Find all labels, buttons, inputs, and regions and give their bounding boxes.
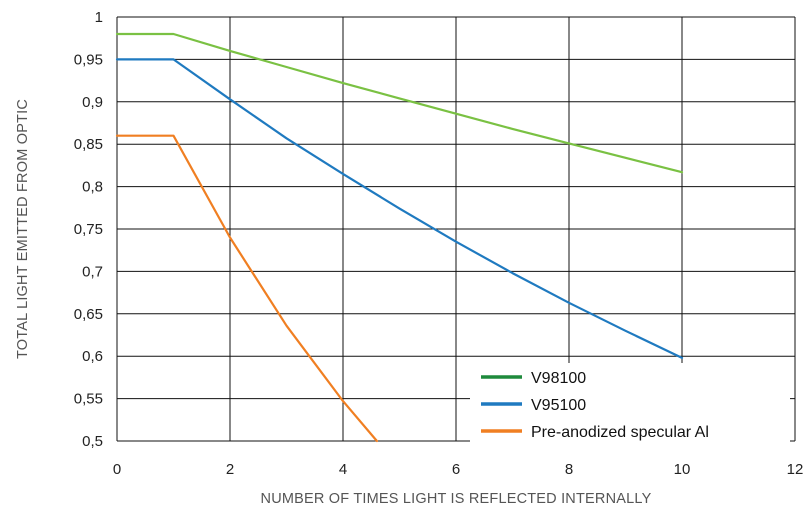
x-tick-label: 10 — [674, 461, 691, 478]
y-axis-ticks: 0,5 0,55 0,6 0,65 0,7 0,75 0,8 0,85 0,9 0,95 1 — [74, 9, 103, 450]
legend-label: V98100 — [531, 370, 586, 387]
series-lines — [115, 32, 684, 443]
grid — [116, 16, 796, 442]
y-tick-label: 0,6 — [82, 348, 103, 365]
y-axis-title: TOTAL LIGHT EMITTED FROM OPTIC — [15, 99, 31, 359]
x-tick-label: 0 — [113, 461, 121, 478]
y-tick-label: 0,9 — [82, 94, 103, 111]
x-tick-label: 12 — [787, 461, 804, 478]
series-line-pre-anodized-specular-al — [115, 134, 378, 443]
y-tick-label: 0,8 — [82, 179, 103, 196]
x-axis-title: NUMBER OF TIMES LIGHT IS REFLECTED INTER… — [261, 491, 652, 507]
x-tick-label: 6 — [452, 461, 460, 478]
y-tick-label: 0,65 — [74, 306, 103, 323]
legend-label: V95100 — [531, 397, 586, 414]
y-tick-label: 0,5 — [82, 433, 103, 450]
y-tick-label: 0,95 — [74, 51, 103, 68]
legend-background — [470, 363, 790, 445]
y-tick-label: 0,75 — [74, 221, 103, 238]
y-tick-label: 1 — [95, 9, 103, 26]
series-line-v98100 — [115, 32, 684, 174]
x-tick-label: 4 — [339, 461, 347, 478]
series-line-v95100 — [115, 58, 684, 359]
x-tick-label: 8 — [565, 461, 573, 478]
y-tick-label: 0,85 — [74, 136, 103, 153]
legend: V98100 V95100 Pre-anodized specular Al — [470, 363, 790, 445]
x-axis-ticks: 0 2 4 6 8 10 12 — [113, 461, 804, 478]
x-tick-label: 2 — [226, 461, 234, 478]
legend-label: Pre-anodized specular Al — [531, 424, 709, 441]
y-tick-label: 0,55 — [74, 391, 103, 408]
y-tick-label: 0,7 — [82, 263, 103, 280]
